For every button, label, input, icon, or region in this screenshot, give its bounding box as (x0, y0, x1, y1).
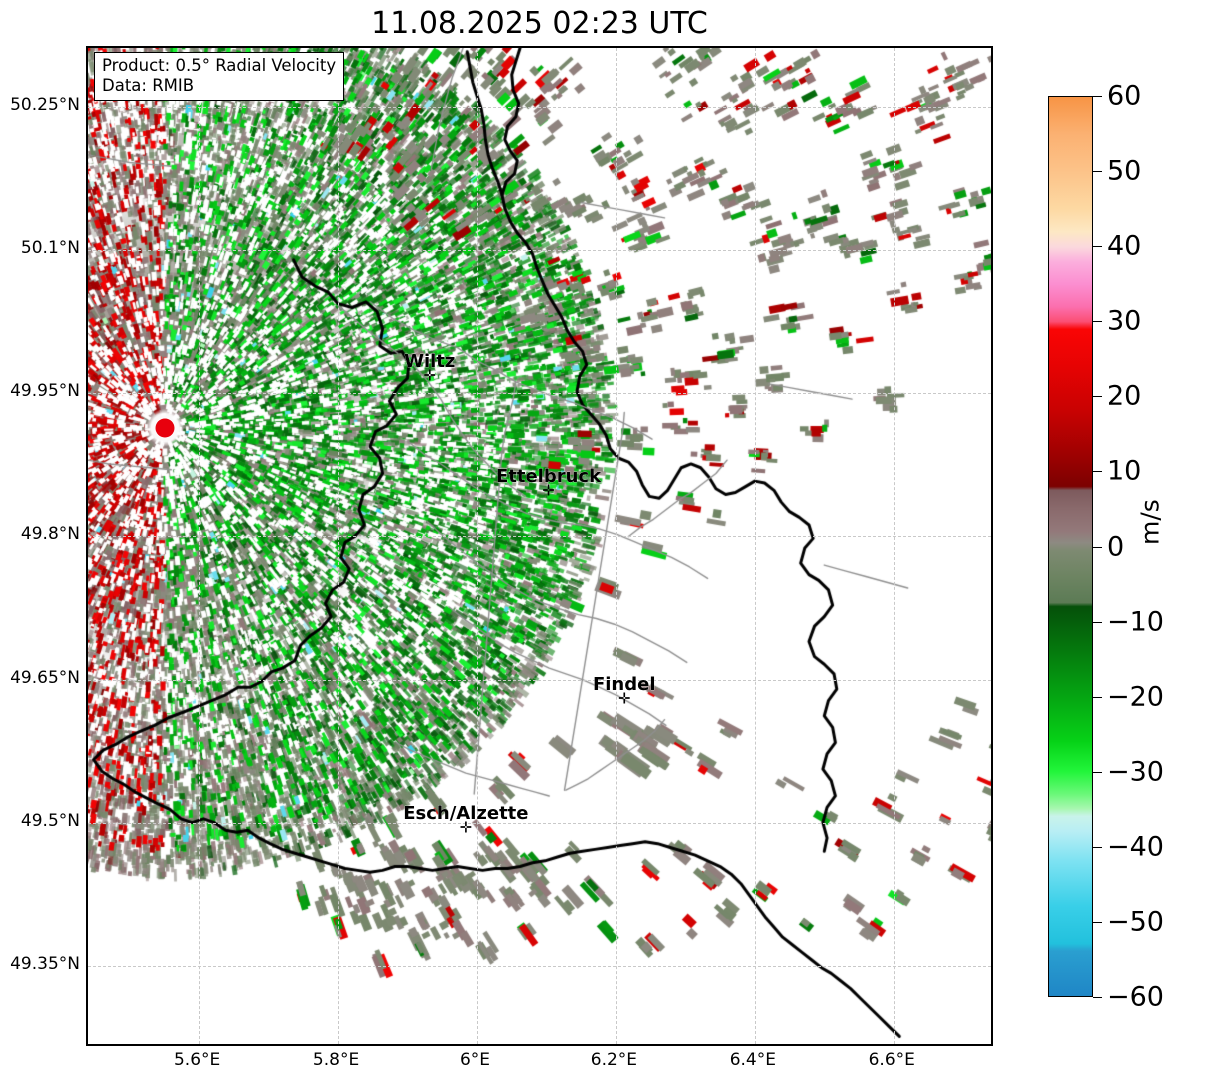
gridline-horizontal-3 (88, 536, 991, 538)
y-axis-tick-label: 49.35°N (10, 953, 80, 974)
city-label-wiltz: Wiltz (404, 351, 456, 373)
colorbar-tick-label: 20 (1107, 380, 1142, 412)
gridline-vertical-2 (476, 48, 478, 1044)
city-label-findel: Findel (592, 673, 656, 695)
y-axis-tick-label: 50.1°N (20, 238, 80, 259)
colorbar-tick (1093, 321, 1102, 323)
page-title: 11.08.2025 02:23 UTC (371, 6, 708, 41)
city-marker-esch-alzette: ✛ (459, 818, 473, 837)
colorbar-tick (1093, 396, 1102, 398)
city-label-ettelbruck: Ettelbruck (495, 465, 602, 487)
gridline-horizontal-4 (88, 679, 991, 681)
x-axis-tick-label: 6.2°E (590, 1050, 638, 1070)
colorbar-tick (1093, 546, 1102, 548)
colorbar-tick (1093, 921, 1102, 923)
x-axis-tick-label: 5.6°E (173, 1050, 221, 1070)
colorbar-tick (1093, 621, 1102, 623)
city-marker-findel: ✛ (617, 689, 631, 708)
colorbar-tick-label: 10 (1107, 455, 1142, 487)
colorbar-tick-label: −50 (1107, 906, 1164, 938)
y-axis-tick-label: 49.95°N (10, 381, 80, 402)
colorbar-tick-label: 50 (1107, 155, 1142, 187)
info-data-line: Data: RMIB (102, 76, 195, 95)
colorbar-tick-label: 0 (1107, 531, 1125, 562)
colorbar-tick (1093, 471, 1102, 473)
product-info-box: Product: 0.5° Radial Velocity Data: RMIB (94, 52, 345, 101)
colorbar-tick-label: 60 (1107, 80, 1142, 112)
gridline-vertical-1 (338, 48, 340, 1044)
colorbar-tick-label: −40 (1107, 831, 1164, 863)
colorbar (1048, 96, 1093, 997)
gridline-vertical-3 (615, 48, 617, 1044)
gridline-vertical-0 (199, 48, 201, 1044)
info-product-line: Product: 0.5° Radial Velocity (102, 56, 337, 75)
colorbar-tick (1093, 171, 1102, 173)
city-label-esch-alzette: Esch/Alzette (403, 803, 529, 825)
radar-reflectivity-canvas (88, 48, 991, 1044)
city-marker-ettelbruck: ✛ (542, 481, 555, 500)
gridline-horizontal-5 (88, 822, 991, 824)
colorbar-unit-label: m/s (1135, 499, 1165, 545)
x-axis-tick-label: 5.8°E (312, 1050, 360, 1070)
colorbar-tick-label: −20 (1107, 681, 1164, 713)
x-axis-tick-label: 6.4°E (729, 1050, 776, 1070)
colorbar-tick (1093, 96, 1102, 97)
gridline-horizontal-1 (88, 250, 991, 252)
gridline-vertical-5 (893, 48, 895, 1044)
y-axis-tick-label: 49.65°N (10, 667, 80, 688)
radar-map-plot[interactable]: Wiltz ✛ Ettelbruck ✛ Findel ✛ Esch/Alzette ✛ Pr… (86, 46, 993, 1046)
radar-site-marker (155, 418, 175, 438)
x-axis-tick-label: 6°E (459, 1050, 491, 1070)
colorbar-tick (1093, 771, 1102, 773)
colorbar-tick-label: 40 (1107, 230, 1142, 262)
city-marker-wiltz: ✛ (423, 366, 437, 385)
colorbar-tick-label: −10 (1107, 606, 1164, 638)
gridline-vertical-4 (754, 48, 756, 1044)
y-axis-tick-label: 50.25°N (10, 95, 80, 116)
colorbar-tick (1093, 997, 1102, 998)
colorbar-tick (1093, 846, 1102, 848)
colorbar-tick-label: −30 (1107, 756, 1164, 788)
y-axis-tick-label: 49.5°N (20, 810, 80, 831)
colorbar-tick-label: 30 (1107, 305, 1142, 337)
colorbar-tick (1093, 246, 1102, 248)
colorbar-tick (1093, 696, 1102, 698)
y-axis-tick-label: 49.8°N (20, 524, 80, 545)
x-axis-tick-label: 6.6°E (868, 1050, 915, 1070)
gridline-horizontal-0 (88, 107, 991, 109)
colorbar-tick-label: −60 (1107, 981, 1164, 1013)
gridline-horizontal-6 (88, 965, 991, 967)
colorbar-gradient (1049, 97, 1092, 996)
gridline-horizontal-2 (88, 393, 991, 395)
